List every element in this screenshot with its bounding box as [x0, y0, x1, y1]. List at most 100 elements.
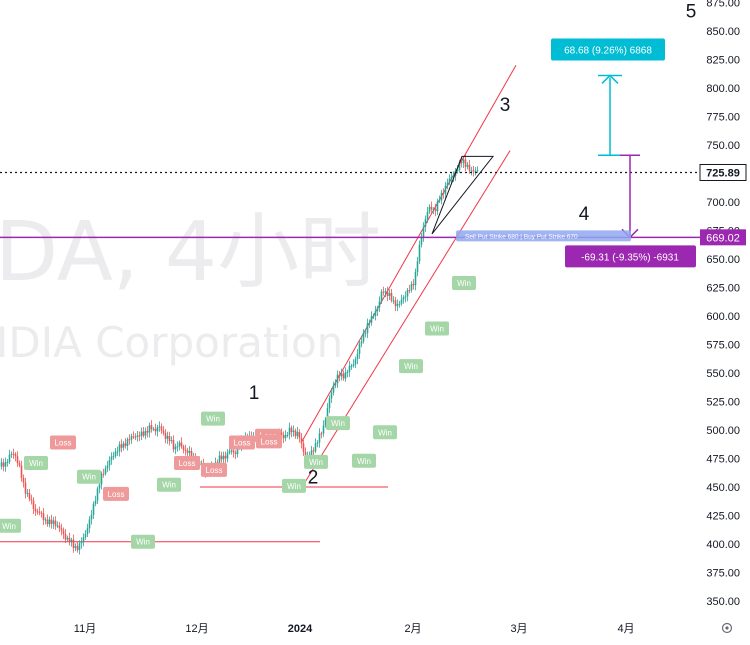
candle-body — [120, 444, 123, 448]
candle-body — [52, 520, 55, 524]
candle — [70, 537, 73, 547]
candle — [220, 451, 223, 463]
candle-body — [434, 208, 437, 212]
tag-label: Loss — [108, 490, 125, 499]
candle-body — [386, 291, 389, 296]
candle — [148, 422, 151, 438]
candle-body — [324, 419, 327, 426]
x-tick-label: 4月 — [617, 623, 634, 635]
candle-body — [472, 170, 475, 172]
candle — [390, 288, 393, 303]
candle-body — [130, 436, 133, 440]
y-tick-label: 850.00 — [706, 26, 740, 38]
candle — [396, 299, 399, 312]
x-tick-label: 11月 — [74, 623, 96, 635]
candle — [88, 516, 91, 533]
candle-body — [392, 300, 395, 302]
candle-body — [142, 431, 145, 436]
candle — [62, 527, 65, 539]
candle — [144, 427, 147, 440]
tag-label: Loss — [261, 437, 278, 446]
candle — [352, 359, 355, 368]
price-axis[interactable]: 875.00 850.00 825.00 800.00 775.00 750.00 725.… — [699, 0, 747, 608]
candle — [56, 521, 59, 528]
candle-body — [360, 341, 363, 344]
candle-body — [126, 439, 129, 446]
candle — [348, 360, 351, 377]
candle — [464, 154, 467, 172]
candle — [330, 387, 333, 403]
candle-body — [148, 425, 151, 433]
candle-body — [228, 450, 231, 453]
candle-body — [80, 541, 83, 544]
candle-body — [286, 434, 289, 436]
candle-body — [10, 453, 13, 455]
tag-label: Win — [2, 522, 16, 531]
candle-body — [364, 333, 367, 335]
tag-box — [452, 275, 476, 290]
candle — [154, 423, 157, 436]
candle-body — [4, 462, 7, 467]
win-tag: Win — [452, 275, 476, 290]
candle — [176, 441, 179, 452]
candle-body — [116, 451, 119, 453]
win-tag: Win — [0, 518, 21, 533]
candle — [112, 451, 115, 460]
y-tick-label: 750.00 — [706, 140, 740, 152]
candle — [142, 427, 145, 438]
tag-box — [174, 456, 200, 471]
candle-body — [62, 530, 65, 534]
candle-body — [398, 303, 401, 305]
x-tick-label: 2月 — [404, 623, 421, 635]
candle-body — [46, 519, 49, 525]
candle-body — [304, 451, 307, 457]
candle — [130, 433, 133, 444]
candle-body — [136, 435, 139, 437]
candle — [8, 449, 11, 465]
candle — [386, 286, 389, 302]
candle-body — [390, 292, 393, 301]
candle — [392, 296, 395, 305]
highlight-price-value: 669.02 — [706, 232, 740, 244]
tag-label: Win — [206, 415, 220, 424]
candle-body — [414, 271, 417, 286]
candle — [76, 541, 79, 553]
candle — [96, 486, 99, 505]
y-tick-label: 500.00 — [706, 425, 740, 437]
watermark-symbol: DA, 4小时 — [0, 205, 381, 300]
candle — [172, 435, 175, 453]
candle — [38, 506, 41, 516]
candle-body — [172, 440, 175, 450]
candle — [470, 166, 473, 176]
x-tick-label: 2024 — [288, 623, 313, 635]
candle — [224, 451, 227, 464]
candle — [394, 296, 397, 312]
candle — [428, 204, 431, 215]
candle-body — [312, 450, 315, 452]
candle-body — [402, 297, 405, 300]
candle — [316, 440, 319, 448]
candle — [122, 441, 125, 451]
candle-body — [358, 343, 361, 354]
candle — [66, 535, 69, 542]
candle — [372, 313, 375, 319]
candle — [296, 426, 299, 440]
candle — [432, 207, 435, 215]
candle-body — [56, 525, 59, 527]
candle — [160, 423, 163, 434]
candle-body — [32, 500, 35, 509]
candle-body — [316, 442, 319, 444]
candle-body — [84, 534, 87, 538]
settings-icon[interactable] — [721, 622, 733, 634]
current-price-badge: 725.89 — [699, 163, 747, 181]
candle — [408, 284, 411, 294]
candle-body — [128, 439, 131, 441]
time-axis[interactable]: 11月 12月 2024 2月 3月 4月 — [74, 623, 635, 635]
candle — [24, 477, 27, 499]
candle-body — [70, 539, 73, 542]
candle — [354, 356, 357, 368]
candle-body — [2, 462, 5, 467]
current-price-value: 725.89 — [706, 167, 740, 179]
